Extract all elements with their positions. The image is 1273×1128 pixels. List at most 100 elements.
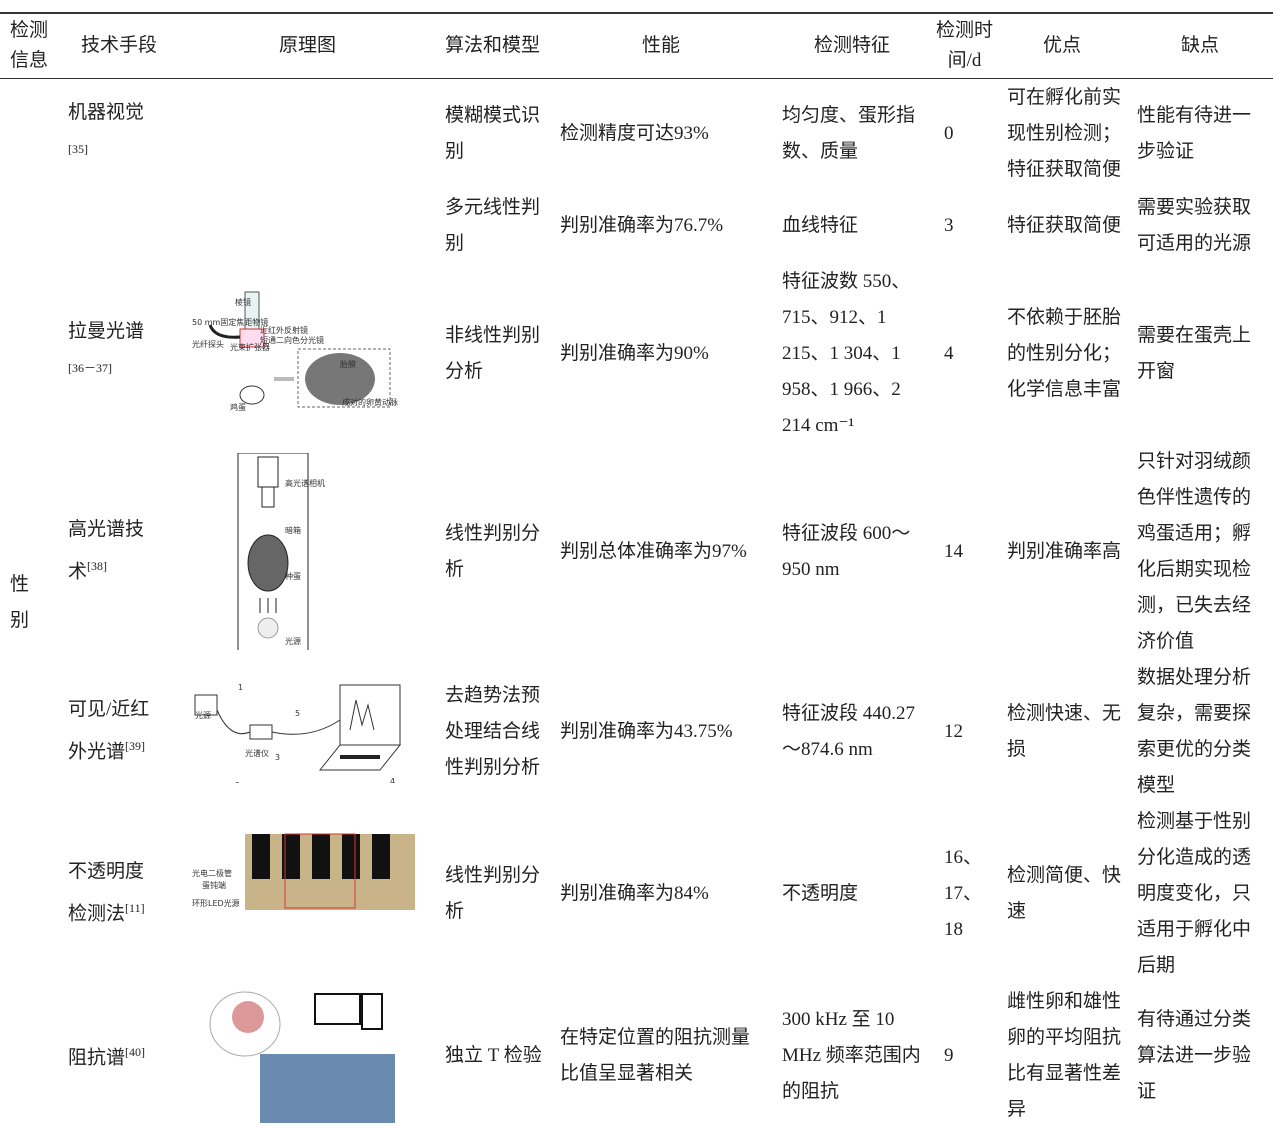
diagram-cell [180,189,435,264]
diagram-shapes [208,291,391,407]
diagram-label: 光电二极管 [192,868,232,878]
reference: [35] [68,141,88,156]
diagram-label: 光束扩张器 [230,342,270,352]
diagram-cell: 高光谱相机暗箱种蛋光源 [180,444,435,660]
comparison-table: 检测信息 技术手段 原理图 算法和模型 性能 检测特征 检测时间/d 优点 缺点 性别 机器视觉 [… [0,12,1273,1128]
table-row: 多元线性判别 判别准确率为76.7% 血线特征 3 特征获取简便 需要实验获取可适用的光源 [0,189,1273,264]
technique-name: 阻抗谱 [68,1047,126,1069]
principle-diagram [209,991,395,1123]
header-cell: 检测信息 [0,12,58,79]
diagram-label: 5 [295,709,300,718]
disadvantages-cell: 性能有待进一步验证 [1137,104,1252,162]
diagram-label: 光源 [195,710,211,720]
header-cell: 算法和模型 [435,12,550,79]
features-cell: 特征波段 600～950 nm [782,522,911,580]
table-body: 性别 机器视觉 [35] 模糊模式识别 检测精度可达93% 均匀度、蛋形指数、质量 0 可在孵… [0,79,1273,1128]
header-cell: 优点 [997,12,1127,79]
diagram-cell [180,984,435,1128]
algorithm-cell: 去趋势法预处理结合线性判别分析 [445,684,541,778]
advantages-cell: 雌性卵和雄性卵的平均阻抗比有显著性差异 [1007,990,1122,1120]
diagram-shapes [194,684,402,771]
time-cell: 3 [944,215,954,236]
performance-cell: 检测精度可达93% [560,122,709,144]
diagram-label: 成对的卵黄动脉 [342,397,398,407]
time-cell: 0 [944,122,954,144]
table-row: 阻抗谱[40] 独立 T 检验 在特定位置的阻抗测量比值呈显著相关 300 kHz 至… [0,984,1273,1128]
diagram-label: 高光谱相机 [285,478,325,488]
disadvantages-cell: 有待通过分类算法进一步验证 [1137,1008,1252,1102]
diagram-cell [180,79,435,189]
algorithm-cell: 多元线性判别 [445,197,541,254]
diagram-label: 蛋钝端 [202,880,226,890]
algorithm-cell: 线性判别分析 [445,522,541,580]
technique-cell [58,189,180,264]
diagram-label: 胎膜 [340,359,356,369]
algorithm-cell: 线性判别分析 [445,864,541,922]
table-row: 高光谱技术[38] 高光谱相机暗箱种蛋光源 线性判别分析 判别总体准确率为97% 特征波… [0,444,1273,660]
diagram-label: 光源 [285,636,301,646]
performance-cell: 判别准确率为84% [560,882,709,904]
features-cell: 特征波数 550、715、912、1 215、1 304、1 958、1 966… [782,270,911,436]
header-cell: 检测特征 [772,12,932,79]
technique-cell: 阻抗谱[40] [58,984,180,1128]
category-cell: 性别 [10,574,30,632]
diagram-label: 鸡蛋 [230,402,246,412]
advantages-cell: 判别准确率高 [1007,540,1122,562]
disadvantages-cell: 需要在蛋壳上开窗 [1137,324,1252,382]
table-row: 拉曼光谱 [36－37] 棱镜 50 mm固定焦距物镜 近红外反射镜光纤探头 光束扩张器短… [0,264,1273,444]
diagram-label: 光谱仪 [245,748,269,758]
reference: [39] [125,739,146,754]
diagram-label: 4 [390,777,395,783]
technique-cell: 不透明度检测法[11] [58,804,180,984]
time-cell: 12 [944,720,963,742]
advantages-cell: 不依赖于胚胎的性别分化；化学信息丰富 [1007,306,1122,400]
features-cell: 均匀度、蛋形指数、质量 [782,104,916,162]
technique-name: 机器视觉 [68,101,145,123]
performance-cell: 判别总体准确率为97% [560,540,747,562]
diagram-label: 3 [275,753,280,762]
diagram-label: 种蛋 [285,571,301,581]
diagram-shapes [237,453,309,650]
performance-cell: 判别准确率为43.75% [560,720,733,742]
page: 检测信息 技术手段 原理图 算法和模型 性能 检测特征 检测时间/d 优点 缺点 性别 机器视觉 [… [0,12,1273,1128]
header-cell: 检测时间/d [932,12,997,79]
diagram-label: 50 mm固定焦距物镜 [192,317,268,327]
diagram-label: 近红外反射镜 [260,325,308,335]
reference: [11] [125,901,145,916]
reference: [36－37] [68,361,112,376]
algorithm-cell: 非线性判别分析 [445,324,541,382]
diagram-shapes [245,833,415,910]
technique-name: 拉曼光谱 [68,321,145,343]
table-row: 不透明度检测法[11] 光电二极管 蛋钝端 环形LED光源 线性判别分析 判别准确率为84… [0,804,1273,984]
advantages-cell: 检测快速、无损 [1007,702,1122,760]
header-cell: 原理图 [180,12,435,79]
disadvantages-cell: 检测基于性别分化造成的透明度变化，只适用于孵化中后期 [1137,810,1252,976]
advantages-cell: 检测简便、快速 [1007,864,1122,922]
diagram-label: 环形LED光源 [192,898,240,908]
performance-cell: 判别准确率为76.7% [560,215,724,236]
technique-cell: 拉曼光谱 [36－37] [58,264,180,444]
diagram-label: 光纤探头 [192,339,224,349]
diagram-cell: 棱镜 50 mm固定焦距物镜 近红外反射镜光纤探头 光束扩张器 短通二向色分光镜鸡蛋 胎膜… [180,264,435,444]
diagram-label: 棱镜 [235,297,251,307]
disadvantages-cell: 需要实验获取可适用的光源 [1137,197,1252,254]
advantages-cell: 可在孵化前实现性别检测；特征获取简便 [1007,86,1122,180]
diagram-label: 2 [235,781,240,783]
technique-cell: 可见/近红外光谱[39] [58,660,180,804]
technique-name: 高光谱技术 [68,519,145,583]
diagram-label: 暗箱 [285,525,301,535]
table-row: 性别 机器视觉 [35] 模糊模式识别 检测精度可达93% 均匀度、蛋形指数、质量 0 可在孵… [0,79,1273,632]
technique-name: 可见/近红外光谱 [68,699,150,763]
diagram-label: 短通二向色分光镜 [260,335,324,345]
technique-name: 不透明度检测法 [68,861,145,925]
technique-cell: 高光谱技术[38] [58,444,180,660]
features-cell: 血线特征 [782,215,859,236]
time-cell: 16、17、18 [944,846,983,940]
header-cell: 缺点 [1127,12,1273,79]
algorithm-cell: 模糊模式识别 [445,104,541,162]
features-cell: 不透明度 [782,882,859,904]
